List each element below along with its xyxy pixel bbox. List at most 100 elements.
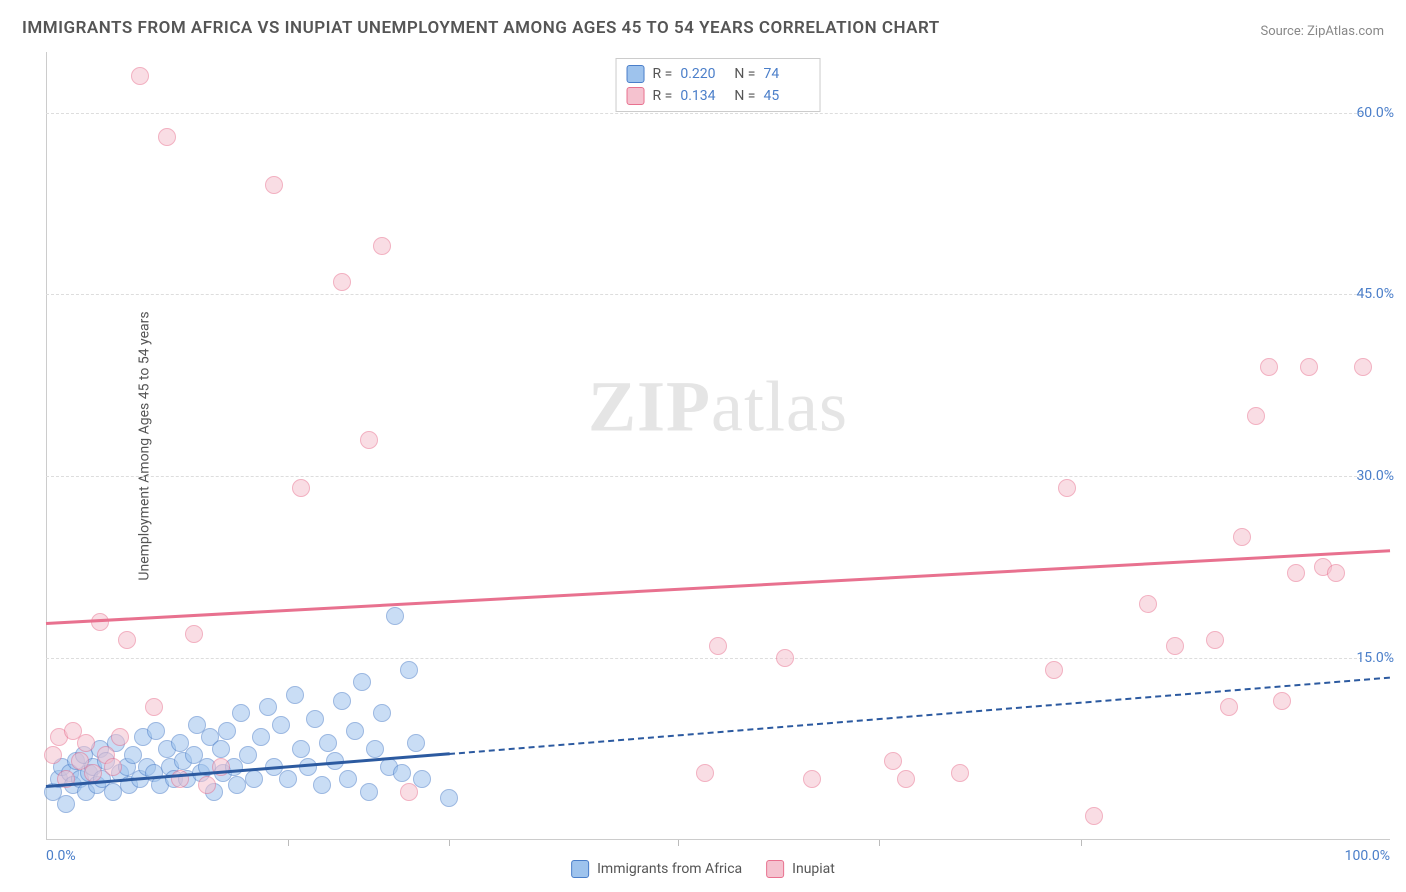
data-point	[292, 479, 310, 497]
scatter-plot: ZIPatlas R =0.220N =74R =0.134N =45 15.0…	[46, 52, 1390, 840]
x-axis-line	[46, 839, 1390, 840]
legend-r-label: R =	[653, 88, 673, 104]
data-point	[696, 764, 714, 782]
legend-label: Inupiat	[792, 861, 835, 877]
legend-n-label: N =	[734, 88, 755, 104]
data-point	[245, 770, 263, 788]
legend-n-value: 45	[763, 88, 809, 104]
x-tick	[678, 840, 679, 846]
data-point	[131, 67, 149, 85]
data-point	[440, 789, 458, 807]
x-tick-label: 0.0%	[46, 848, 76, 864]
gridline-h	[46, 294, 1362, 295]
x-tick	[879, 840, 880, 846]
legend-item: Inupiat	[766, 860, 835, 878]
legend-swatch	[627, 65, 645, 83]
watermark-rest: atlas	[711, 366, 848, 446]
data-point	[1260, 358, 1278, 376]
data-point	[218, 722, 236, 740]
gridline-h	[46, 113, 1362, 114]
data-point	[232, 704, 250, 722]
data-point	[279, 770, 297, 788]
watermark-bold: ZIP	[588, 366, 711, 446]
y-axis-line	[46, 52, 47, 840]
data-point	[1273, 692, 1291, 710]
data-point	[1085, 807, 1103, 825]
data-point	[951, 764, 969, 782]
data-point	[360, 783, 378, 801]
gridline-h	[46, 658, 1362, 659]
y-tick-label: 60.0%	[1356, 105, 1394, 121]
series-legend: Immigrants from Africa Inupiat	[571, 860, 835, 878]
data-point	[709, 637, 727, 655]
data-point	[1287, 564, 1305, 582]
y-tick-label: 15.0%	[1356, 650, 1394, 666]
legend-item: Immigrants from Africa	[571, 860, 742, 878]
legend-r-value: 0.134	[680, 88, 726, 104]
data-point	[897, 770, 915, 788]
data-point	[299, 758, 317, 776]
data-point	[118, 631, 136, 649]
data-point	[366, 740, 384, 758]
data-point	[319, 734, 337, 752]
data-point	[373, 704, 391, 722]
legend-n-value: 74	[763, 66, 809, 82]
data-point	[400, 783, 418, 801]
legend-label: Immigrants from Africa	[597, 861, 742, 877]
data-point	[1045, 661, 1063, 679]
gridline-h	[46, 476, 1362, 477]
x-tick	[288, 840, 289, 846]
legend-r-value: 0.220	[680, 66, 726, 82]
data-point	[57, 795, 75, 813]
data-point	[158, 128, 176, 146]
data-point	[333, 273, 351, 291]
data-point	[393, 764, 411, 782]
source-attribution: Source: ZipAtlas.com	[1260, 24, 1384, 39]
data-point	[185, 625, 203, 643]
data-point	[803, 770, 821, 788]
data-point	[1300, 358, 1318, 376]
data-point	[259, 698, 277, 716]
trend-line-dashed	[449, 676, 1390, 754]
data-point	[77, 734, 95, 752]
data-point	[1247, 407, 1265, 425]
data-point	[1220, 698, 1238, 716]
data-point	[272, 716, 290, 734]
data-point	[292, 740, 310, 758]
data-point	[212, 740, 230, 758]
data-point	[145, 698, 163, 716]
correlation-legend: R = 0.220 N = 74 R = 0.134 N = 45	[616, 58, 821, 112]
data-point	[147, 722, 165, 740]
x-tick	[1081, 840, 1082, 846]
data-point	[306, 710, 324, 728]
data-point	[1206, 631, 1224, 649]
data-point	[776, 649, 794, 667]
legend-row: R =0.220N =74	[627, 63, 810, 85]
data-point	[400, 661, 418, 679]
watermark: ZIPatlas	[588, 365, 848, 448]
data-point	[1139, 595, 1157, 613]
data-point	[104, 758, 122, 776]
data-point	[265, 176, 283, 194]
data-point	[373, 237, 391, 255]
legend-n-label: N =	[734, 66, 755, 82]
legend-row: R = 0.134 N = 45	[627, 85, 810, 107]
legend-swatch	[766, 860, 784, 878]
data-point	[252, 728, 270, 746]
source-link[interactable]: ZipAtlas.com	[1307, 24, 1384, 39]
data-point	[407, 734, 425, 752]
data-point	[239, 746, 257, 764]
data-point	[333, 692, 351, 710]
data-point	[1058, 479, 1076, 497]
data-point	[339, 770, 357, 788]
data-point	[313, 776, 331, 794]
data-point	[1233, 528, 1251, 546]
data-point	[884, 752, 902, 770]
chart-title: IMMIGRANTS FROM AFRICA VS INUPIAT UNEMPL…	[22, 18, 940, 38]
data-point	[228, 776, 246, 794]
trend-line	[46, 549, 1390, 625]
data-point	[360, 431, 378, 449]
data-point	[1327, 564, 1345, 582]
y-tick-label: 30.0%	[1356, 468, 1394, 484]
data-point	[111, 728, 129, 746]
